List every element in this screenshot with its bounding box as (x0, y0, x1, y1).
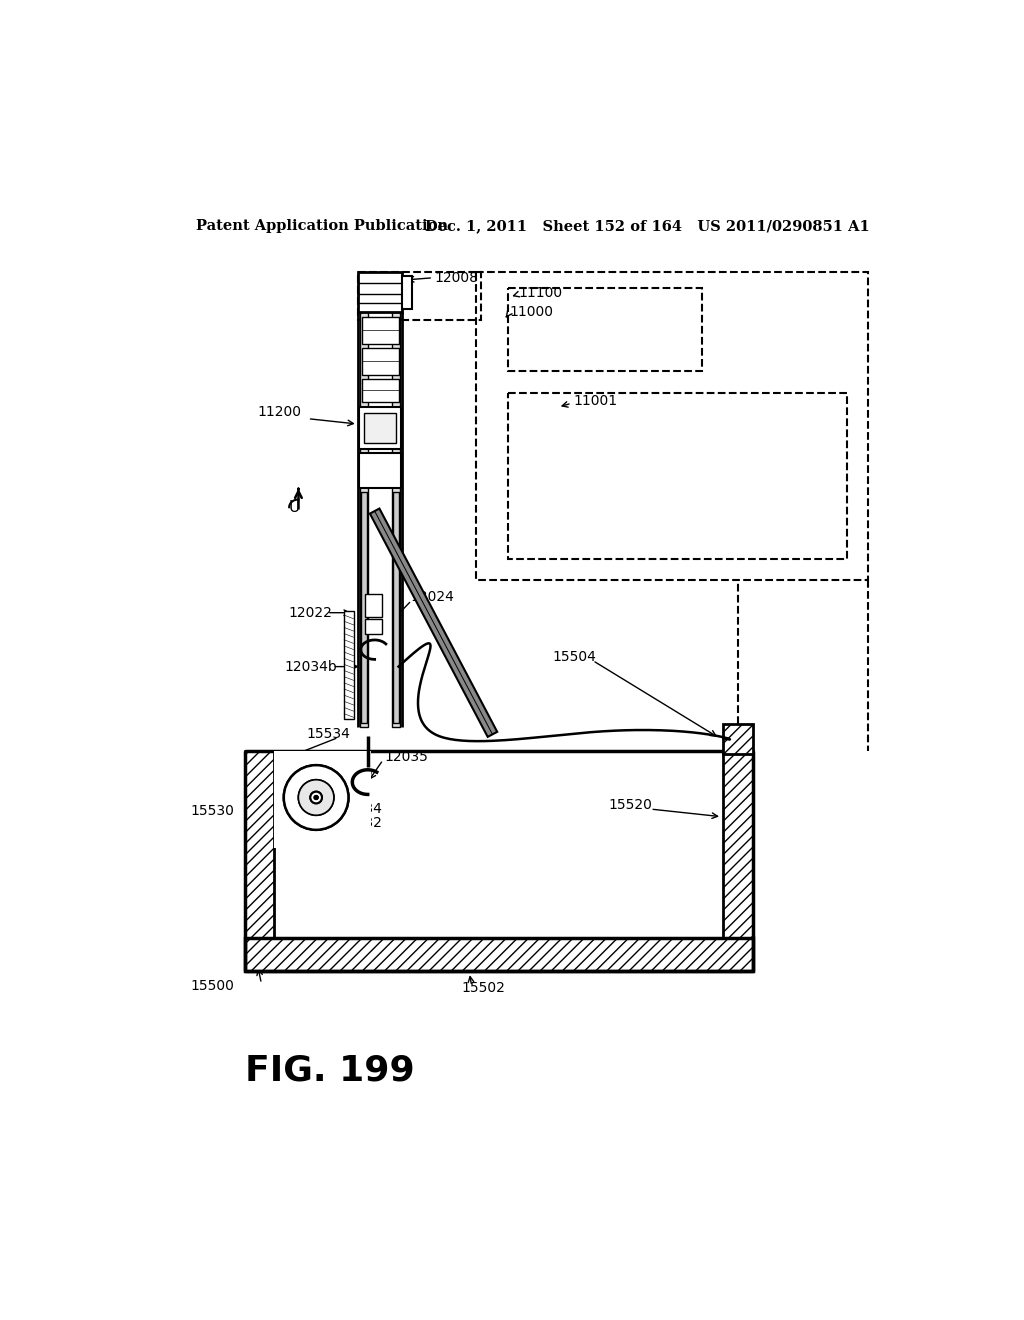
Bar (392, 313, 400, 726)
Polygon shape (370, 508, 498, 737)
Circle shape (284, 766, 348, 830)
Text: 15532: 15532 (339, 816, 382, 830)
Text: 11200: 11200 (258, 405, 302, 420)
Bar (357, 272, 481, 321)
Bar (364, 412, 396, 444)
Bar (508, 288, 701, 371)
Text: U: U (289, 500, 300, 515)
Circle shape (310, 792, 322, 804)
Bar (357, 272, 402, 313)
Bar (359, 407, 400, 450)
Bar (359, 453, 400, 488)
Bar (366, 619, 382, 635)
Text: 12008: 12008 (435, 271, 478, 285)
Text: 12024: 12024 (410, 590, 454, 605)
Text: 15534: 15534 (339, 803, 382, 816)
Text: 15530: 15530 (190, 804, 234, 818)
Circle shape (314, 796, 318, 800)
Bar (360, 313, 368, 726)
Bar (245, 939, 753, 970)
Text: Dec. 1, 2011   Sheet 152 of 164   US 2011/0290851 A1: Dec. 1, 2011 Sheet 152 of 164 US 2011/02… (425, 219, 869, 234)
Text: Patent Application Publication: Patent Application Publication (196, 219, 449, 234)
Text: 12034b: 12034b (285, 660, 337, 673)
Text: 11000: 11000 (509, 305, 553, 319)
Bar (508, 393, 847, 558)
Text: 15534: 15534 (306, 727, 350, 742)
Bar (475, 272, 868, 581)
Bar (273, 751, 724, 939)
Text: 15504: 15504 (553, 651, 596, 664)
Bar (360, 492, 367, 723)
Bar (724, 751, 753, 939)
Text: 12035: 12035 (385, 751, 428, 764)
Bar (366, 594, 382, 618)
Text: 15500: 15500 (190, 979, 234, 993)
Bar (361, 348, 398, 375)
Circle shape (298, 780, 334, 816)
Text: 12022: 12022 (289, 606, 332, 619)
Bar (245, 751, 273, 939)
Bar (361, 317, 398, 345)
Polygon shape (344, 611, 354, 719)
Bar (393, 492, 399, 723)
Bar (724, 725, 753, 754)
Text: FIG. 199: FIG. 199 (245, 1053, 415, 1088)
Bar (273, 751, 371, 849)
Text: 11100: 11100 (518, 286, 563, 300)
Text: 11001: 11001 (573, 393, 617, 408)
Text: 15502: 15502 (462, 982, 506, 995)
Bar (361, 379, 398, 401)
Text: 15520: 15520 (608, 799, 652, 812)
Bar (402, 276, 412, 309)
